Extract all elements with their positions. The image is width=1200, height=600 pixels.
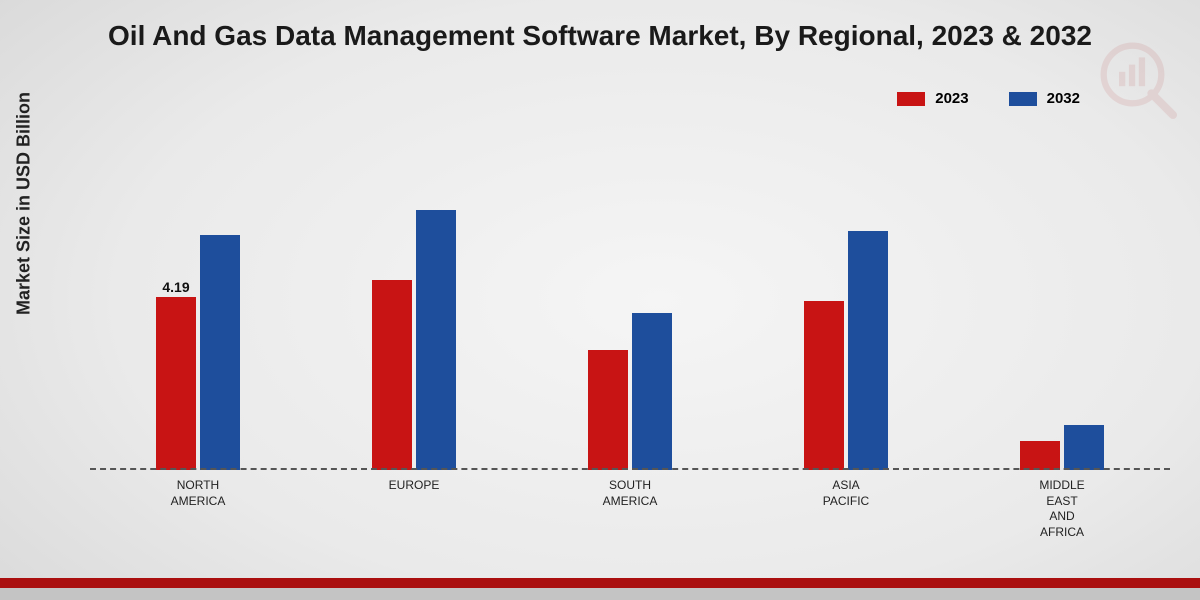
x-axis-category-label: MIDDLE EAST AND AFRICA (954, 472, 1170, 540)
legend-item-2032: 2032 (1009, 90, 1080, 107)
bar-group (738, 140, 954, 470)
legend: 2023 2032 (897, 90, 1080, 107)
bar (416, 210, 456, 470)
y-axis-label: Market Size in USD Billion (14, 92, 35, 315)
footer-grey-bar (0, 588, 1200, 600)
legend-swatch-2023 (897, 92, 925, 106)
bar (1020, 441, 1060, 470)
bar (200, 235, 240, 470)
bar (588, 350, 628, 470)
bar-value-label: 4.19 (162, 279, 189, 295)
bar (372, 280, 412, 470)
bar-group (522, 140, 738, 470)
bar-group (306, 140, 522, 470)
plot-area: 4.19 (90, 140, 1170, 470)
bar-group (954, 140, 1170, 470)
bar (848, 231, 888, 470)
bar-group: 4.19 (90, 140, 306, 470)
bar (632, 313, 672, 470)
footer-accent-bar (0, 578, 1200, 588)
x-axis-category-label: EUROPE (306, 472, 522, 540)
chart-title: Oil And Gas Data Management Software Mar… (0, 20, 1200, 52)
x-axis-category-label: ASIA PACIFIC (738, 472, 954, 540)
legend-label-2023: 2023 (935, 90, 968, 107)
x-axis-baseline (90, 468, 1170, 470)
x-axis-category-label: SOUTH AMERICA (522, 472, 738, 540)
bar-groups: 4.19 (90, 140, 1170, 470)
bar (804, 301, 844, 470)
legend-swatch-2032 (1009, 92, 1037, 106)
x-axis-category-label: NORTH AMERICA (90, 472, 306, 540)
bar: 4.19 (156, 297, 196, 470)
legend-item-2023: 2023 (897, 90, 968, 107)
x-axis-labels: NORTH AMERICAEUROPESOUTH AMERICAASIA PAC… (90, 472, 1170, 540)
bar (1064, 425, 1104, 470)
legend-label-2032: 2032 (1047, 90, 1080, 107)
